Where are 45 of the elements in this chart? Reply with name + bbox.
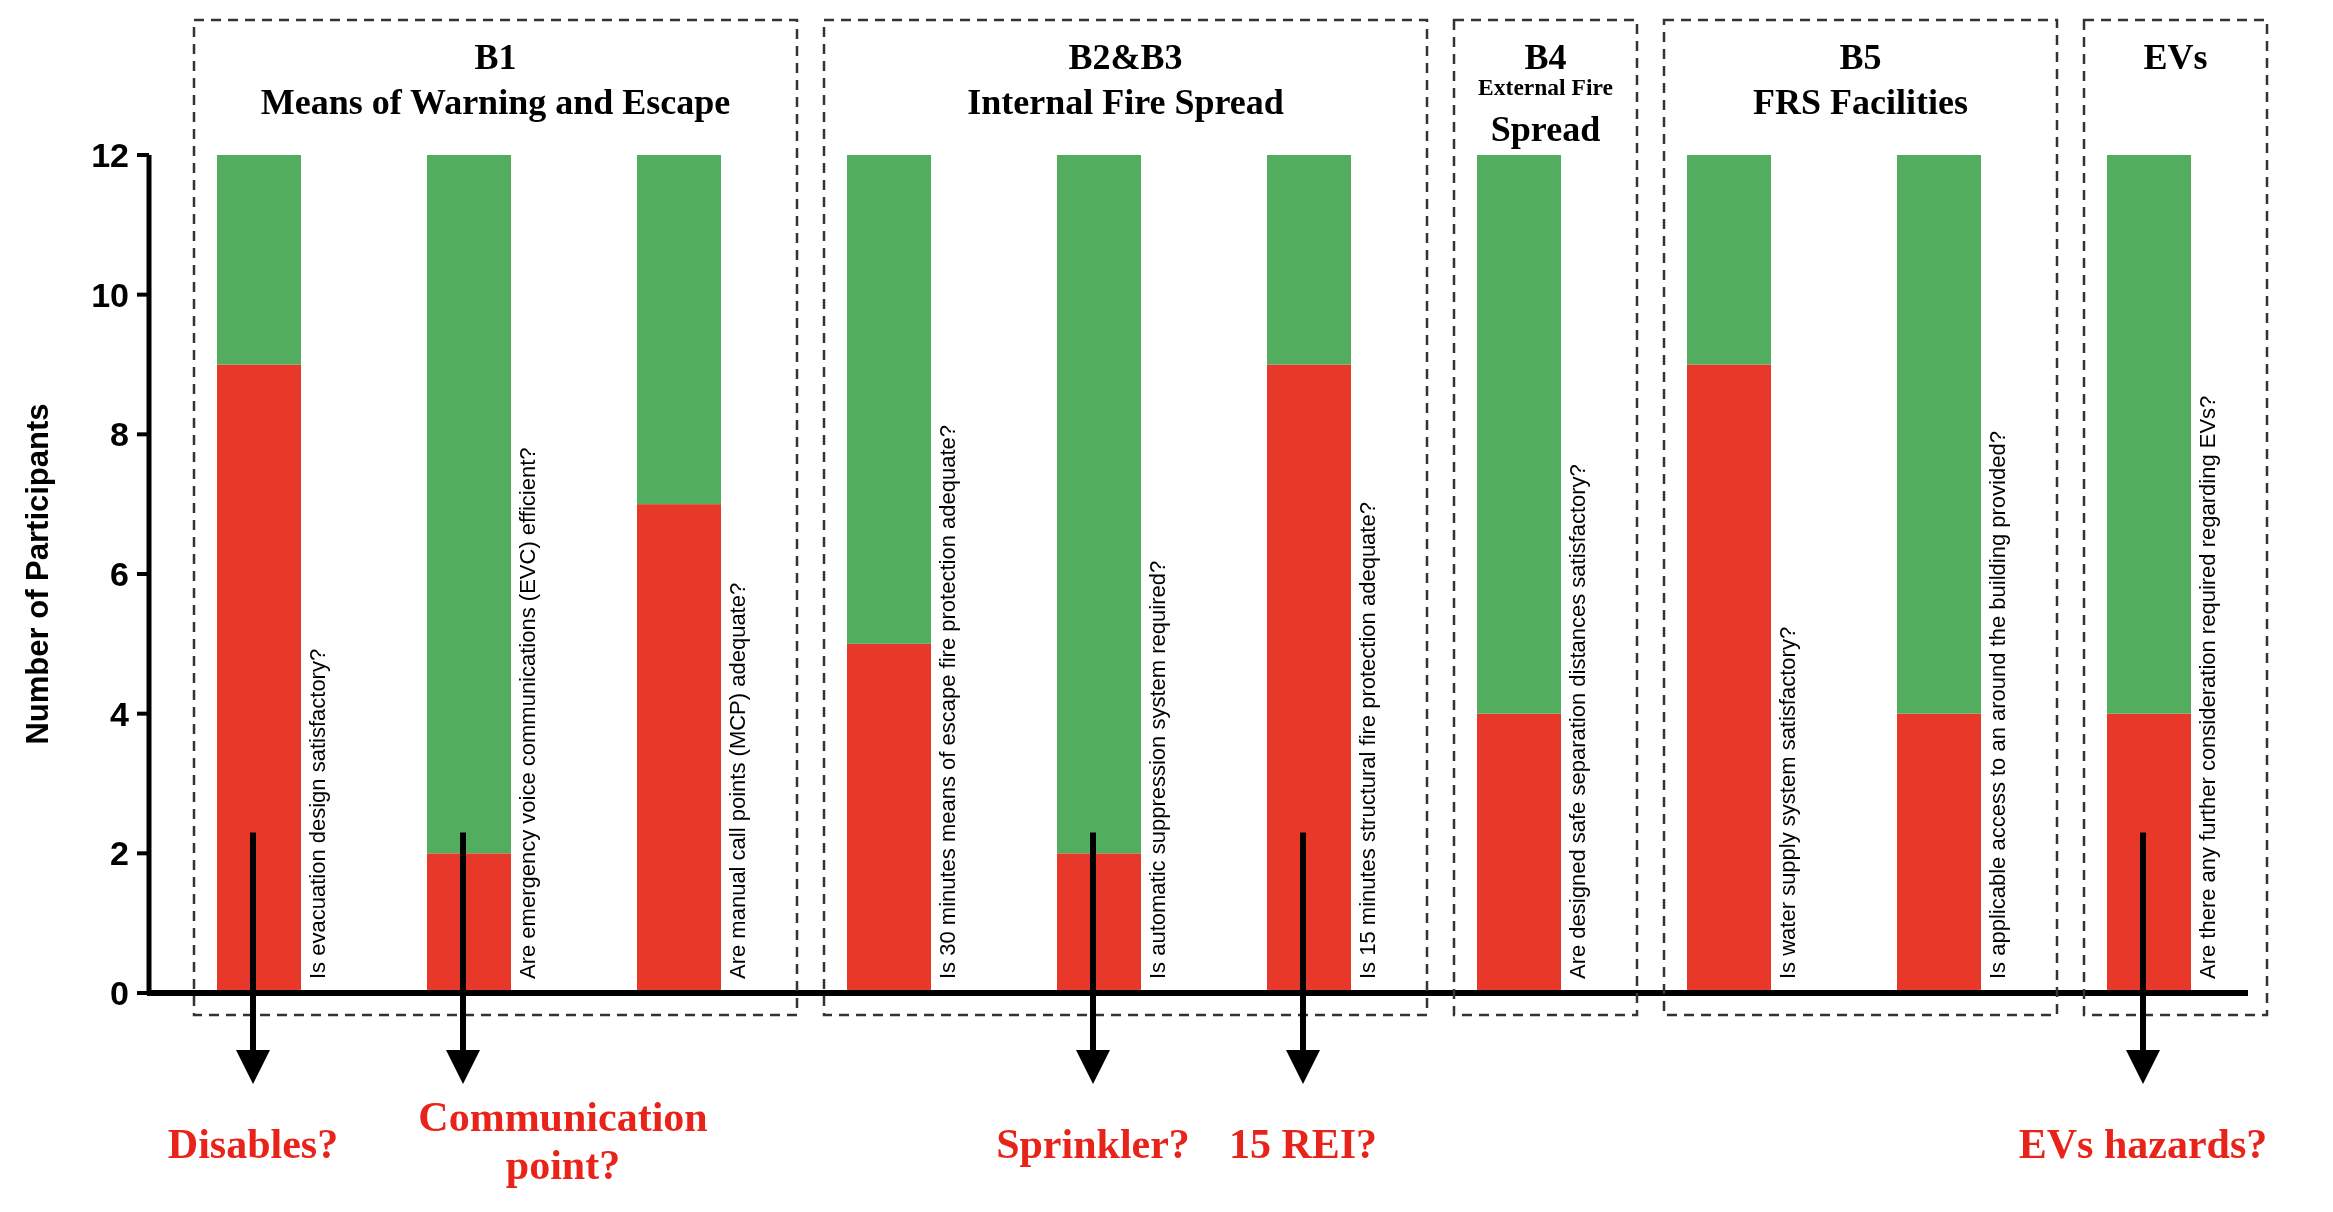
text: EVs hazards? xyxy=(2018,1120,2268,1167)
text: Communication point? xyxy=(418,1093,708,1188)
bar xyxy=(847,643,931,993)
bar xyxy=(1267,155,1351,365)
bar xyxy=(1897,155,1981,714)
text: EVs xyxy=(2143,36,2208,77)
bar xyxy=(1687,364,1771,993)
x-tick-label: Are emergency voice communications (EVC) efficient? xyxy=(515,447,540,979)
bar xyxy=(2107,155,2191,714)
bar xyxy=(1477,155,1561,714)
text: B5 FRS Facilities xyxy=(1753,36,1968,122)
bar xyxy=(1477,713,1561,993)
bar xyxy=(1267,364,1351,993)
bar xyxy=(217,364,301,993)
text: Disables? xyxy=(167,1120,339,1167)
y-tick-label: 4 xyxy=(110,694,130,733)
x-tick-label: Is evacuation design satisfactory? xyxy=(305,648,330,979)
x-tick-label: Is 30 minutes means of escape fire protection adequate? xyxy=(935,424,960,979)
text: 15 REI? xyxy=(1228,1120,1378,1167)
bar xyxy=(217,155,301,365)
x-tick-label: Is applicable access to an around the building provided? xyxy=(1985,431,2010,979)
y-tick-label: 10 xyxy=(91,275,129,314)
y-tick-label: 0 xyxy=(110,973,129,1012)
x-tick-label: Are there any further consideration required regarding EVs? xyxy=(2195,395,2220,979)
bar xyxy=(637,504,721,993)
x-tick-label: Are manual call points (MCP) adequate? xyxy=(725,582,750,979)
x-tick-label: Is automatic suppression system required? xyxy=(1145,560,1170,979)
text: B4 External Fire Spread xyxy=(1478,36,1613,150)
bar xyxy=(1687,155,1771,365)
bar xyxy=(1897,713,1981,993)
y-tick-label: 2 xyxy=(110,834,129,873)
bar xyxy=(847,155,931,644)
y-axis-title: Number of Participants xyxy=(20,403,55,745)
text: Sprinkler? xyxy=(996,1120,1190,1167)
y-tick-label: 8 xyxy=(110,415,129,454)
text: B2&B3 Internal Fire Spread xyxy=(967,36,1284,122)
x-tick-label: Is 15 minutes structural fire protection adequate? xyxy=(1355,502,1380,979)
y-tick-label: 6 xyxy=(110,554,129,593)
x-tick-label: Are designed safe separation distances satisfactory? xyxy=(1565,464,1590,979)
y-tick-label: 12 xyxy=(91,135,129,174)
text: B1 Means of Warning and Escape xyxy=(260,36,731,122)
bar xyxy=(1057,155,1141,854)
bar xyxy=(427,155,511,854)
bar xyxy=(637,155,721,505)
x-tick-label: Is water supply system satisfactory? xyxy=(1775,626,1800,979)
